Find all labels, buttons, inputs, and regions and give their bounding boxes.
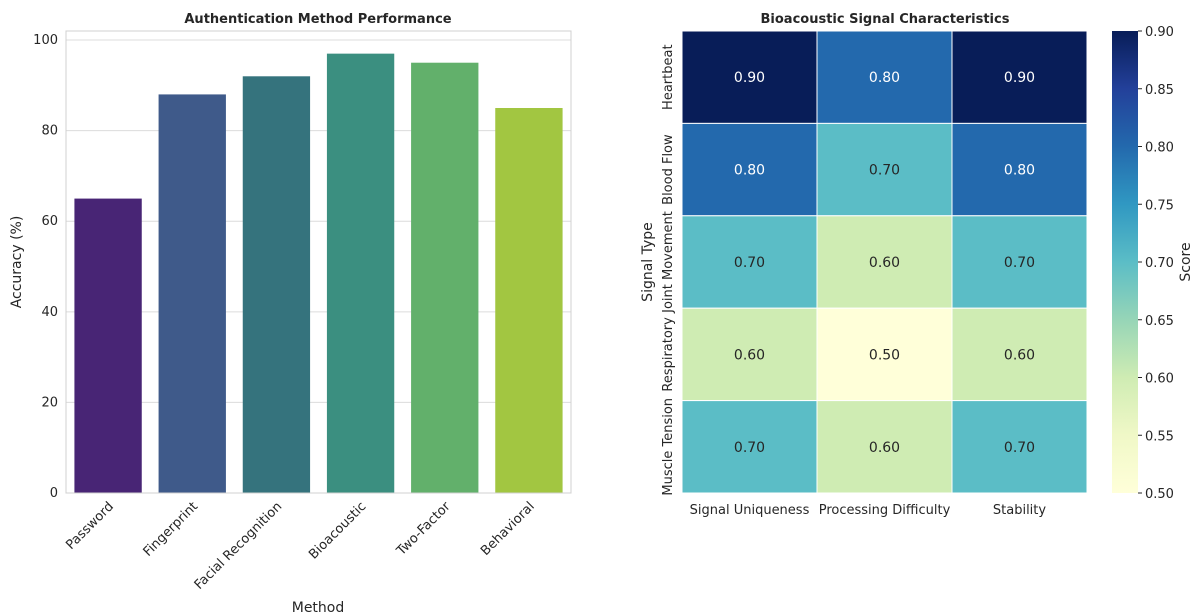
heatmap-cell-value: 0.60 — [869, 440, 900, 456]
bar-y-tick-label: 0 — [50, 486, 58, 501]
bar-bioacoustic — [326, 53, 395, 493]
colorbar-tick-label: 0.60 — [1145, 372, 1174, 387]
bar-x-tick-label: Bioacoustic — [306, 499, 369, 562]
heatmap-cell-value: 0.90 — [1004, 70, 1035, 86]
bar-y-axis-label: Accuracy (%) — [9, 216, 25, 309]
heatmap-chart: Bioacoustic Signal Characteristics 0.90 0… — [640, 12, 1194, 518]
heatmap-column-label: Stability — [993, 503, 1047, 518]
heatmap-cell — [951, 307, 1088, 402]
heatmap-cell-value: 0.70 — [869, 163, 900, 179]
heatmap-cell — [816, 307, 953, 402]
bar-y-ticks: 0 20 40 60 80 100 — [33, 33, 58, 501]
bar-facial-recognition — [242, 76, 311, 493]
heatmap-column-label: Processing Difficulty — [819, 503, 951, 518]
bar-y-tick-label: 60 — [41, 214, 58, 229]
heatmap-cell-value: 0.70 — [1004, 255, 1035, 271]
bar-y-tick-label: 100 — [33, 33, 58, 48]
heatmap-cell-value: 0.90 — [734, 70, 765, 86]
heatmap-cell — [681, 215, 818, 309]
bar-x-tick-label: Facial Recognition — [192, 499, 286, 593]
colorbar-tick-label: 0.50 — [1145, 487, 1174, 502]
bar-two-factor — [411, 62, 479, 494]
bar-chart: Authentication Method Performance 0 20 40 6… — [9, 12, 572, 616]
heatmap-cell — [951, 400, 1088, 494]
heatmap-title: Bioacoustic Signal Characteristics — [761, 12, 1010, 27]
heatmap-column-label: Signal Uniqueness — [690, 503, 810, 518]
heatmap-cell — [816, 400, 953, 494]
heatmap-cell — [951, 122, 1088, 217]
heatmap-row-label: Joint Movement — [661, 211, 676, 314]
bar-x-tick-label: Fingerprint — [141, 499, 201, 559]
bar-fingerprint — [158, 94, 226, 493]
heatmap-cell-value: 0.70 — [1004, 440, 1035, 456]
colorbar-tick-label: 0.85 — [1145, 83, 1174, 98]
bar-y-tick-label: 80 — [41, 124, 58, 139]
colorbar-tick-label: 0.80 — [1145, 141, 1174, 156]
colorbar-ticks: 0.90 0.85 0.80 0.75 0.70 0.65 0.60 0.55 0.50 — [1138, 25, 1174, 502]
heatmap-cell-value: 0.80 — [1004, 163, 1035, 179]
heatmap-cell-value: 0.80 — [869, 70, 900, 86]
bar-x-tick-label: Behavioral — [478, 499, 538, 559]
bar-chart-title: Authentication Method Performance — [184, 12, 451, 27]
heatmap-cell — [681, 400, 818, 494]
heatmap-cell — [816, 30, 953, 124]
heatmap-cell-value: 0.70 — [734, 440, 765, 456]
heatmap-cell-value: 0.50 — [869, 347, 900, 363]
heatmap-cell — [681, 30, 818, 124]
heatmap-cell — [816, 215, 953, 309]
heatmap-row-label: Respiratory — [661, 317, 676, 392]
bar-password — [74, 198, 142, 493]
bar-x-tick-label: Password — [63, 499, 117, 553]
colorbar-label: Score — [1178, 242, 1194, 281]
heatmap-column-labels: Signal Uniqueness Processing Difficulty St… — [690, 503, 1047, 518]
colorbar-tick-label: 0.65 — [1145, 314, 1174, 329]
heatmap-row-labels: Heartbeat Blood Flow Joint Movement Respira… — [661, 44, 676, 495]
bar-series — [74, 53, 563, 494]
heatmap-cell-value: 0.60 — [1004, 347, 1035, 363]
bar-x-axis-label: Method — [292, 600, 345, 616]
heatmap-y-axis-label: Signal Type — [640, 222, 656, 302]
colorbar-tick-label: 0.90 — [1145, 25, 1174, 40]
bar-plot-frame — [65, 30, 572, 494]
bar-behavioral — [495, 108, 563, 493]
heatmap-row-label: Heartbeat — [661, 44, 676, 110]
heatmap-cell — [951, 30, 1088, 124]
colorbar-tick-label: 0.70 — [1145, 256, 1174, 271]
colorbar-tick-label: 0.75 — [1145, 198, 1174, 213]
heatmap-row-label: Muscle Tension — [661, 398, 676, 496]
bar-y-tick-label: 20 — [41, 395, 58, 410]
heatmap-row-label: Blood Flow — [661, 134, 676, 205]
heatmap-cell-value: 0.60 — [869, 255, 900, 271]
heatmap-cell — [951, 215, 1088, 309]
colorbar-tick-label: 0.55 — [1145, 429, 1174, 444]
heatmap-cell-value: 0.70 — [734, 255, 765, 271]
bar-y-tick-label: 40 — [41, 305, 58, 320]
heatmap-cell-value: 0.80 — [734, 163, 765, 179]
heatmap-cell-value: 0.60 — [734, 347, 765, 363]
heatmap-cells: 0.90 0.80 0.90 0.80 0.70 0.80 0.70 0.60 0.70 0.60… — [681, 30, 1088, 494]
bar-x-tick-label: Two-Factor — [393, 499, 454, 560]
colorbar — [1112, 31, 1138, 493]
